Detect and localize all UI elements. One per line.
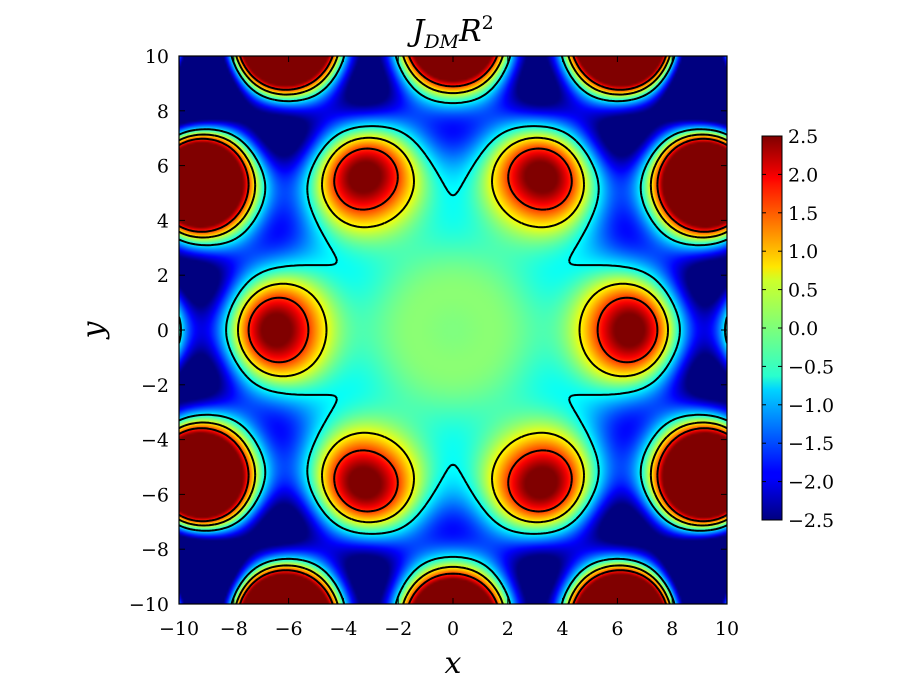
- y-tick-label: −8: [141, 539, 169, 561]
- colorbar-tick-label: 1.0: [788, 241, 818, 263]
- chart-title-superscript: 2: [482, 12, 494, 34]
- x-tick-label: 10: [715, 618, 739, 640]
- colorbar-tick-label: −2.0: [788, 472, 834, 494]
- colorbar-tick-label: −2.5: [788, 510, 834, 532]
- colorbar-tick-label: −1.5: [788, 433, 834, 455]
- y-tick-label: −4: [141, 430, 169, 452]
- y-tick-label: 6: [157, 156, 169, 178]
- colorbar-tick-label: −0.5: [788, 356, 834, 378]
- chart-title-base: J: [406, 14, 426, 49]
- colorbar-tick-label: 1.5: [788, 203, 818, 225]
- x-tick-label: −4: [329, 618, 357, 640]
- x-tick-label: 2: [502, 618, 514, 640]
- y-tick-label: 2: [157, 265, 169, 287]
- x-tick-label: 0: [447, 618, 459, 640]
- contour-level-0: [179, 56, 727, 604]
- plot-area: [179, 56, 727, 604]
- x-tick-label: −10: [159, 618, 199, 640]
- x-axis-label: x: [445, 646, 462, 681]
- y-tick-label: 0: [157, 320, 169, 342]
- x-axis-ticks: −10 −8 −6 −4 −2 0 2 4 6 8 10: [159, 56, 739, 640]
- heatmap-image: [179, 56, 727, 604]
- chart-title-subscript: DM: [423, 31, 459, 53]
- x-tick-label: −2: [384, 618, 412, 640]
- x-tick-label: 6: [611, 618, 623, 640]
- y-axis-ticks: −10 −8 −6 −4 −2 0 2 4 6 8 10: [129, 46, 727, 616]
- y-tick-label: −6: [141, 484, 169, 506]
- x-tick-label: 4: [557, 618, 569, 640]
- colorbar: 2.5 2.0 1.5 1.0 0.5 0.0 −0.5 −1.0 −1.5 −2.0 −2.5: [761, 126, 834, 532]
- colorbar-tick-label: 2.0: [788, 164, 818, 186]
- x-tick-label: −8: [220, 618, 248, 640]
- y-tick-label: −10: [129, 594, 169, 616]
- y-axis-label: y: [76, 320, 111, 340]
- x-tick-label: 8: [666, 618, 678, 640]
- chart-title-main: R: [458, 14, 482, 49]
- y-tick-label: 4: [157, 210, 169, 232]
- colorbar-tick-label: 0.0: [788, 318, 818, 340]
- x-tick-label: −6: [275, 618, 303, 640]
- chart-title: JDMR2: [406, 12, 493, 53]
- y-tick-label: −2: [141, 375, 169, 397]
- colorbar-ticks: 2.5 2.0 1.5 1.0 0.5 0.0 −0.5 −1.0 −1.5 −2.0 −2.5: [762, 126, 834, 532]
- colorbar-tick-label: −1.0: [788, 395, 834, 417]
- contour-level-2: [179, 56, 727, 604]
- colorbar-tick-label: 0.5: [788, 280, 818, 302]
- colorbar-tick-label: 2.5: [788, 126, 818, 148]
- y-tick-label: 8: [157, 101, 169, 123]
- y-tick-label: 10: [145, 46, 169, 68]
